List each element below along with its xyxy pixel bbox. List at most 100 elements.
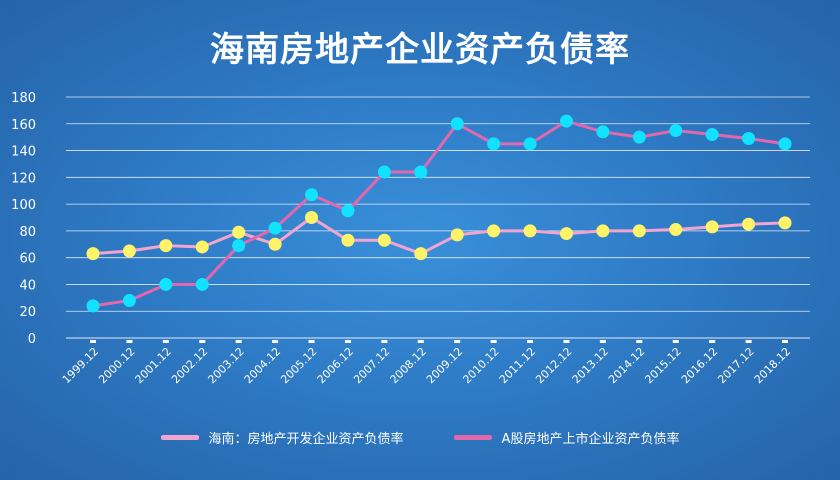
series-markers xyxy=(86,114,792,313)
data-point-hainan xyxy=(742,217,756,231)
legend-swatch-hainan xyxy=(160,435,199,440)
data-point-hainan xyxy=(268,237,282,251)
x-axis-ticks: 1999.122000.122001.122002.122003.122004.… xyxy=(60,340,793,386)
x-tick-label: 2017.12 xyxy=(715,345,756,386)
x-tick-label: 2010.12 xyxy=(460,345,501,386)
x-tick-label: 2013.12 xyxy=(570,345,611,386)
x-tick-label: 2007.12 xyxy=(351,345,392,386)
y-tick-label: 40 xyxy=(19,278,36,293)
x-tick-mark xyxy=(709,340,716,343)
data-point-hainan xyxy=(559,227,573,241)
x-tick-mark xyxy=(745,340,752,343)
x-tick-label: 2012.12 xyxy=(533,345,574,386)
x-tick-mark xyxy=(563,340,570,343)
y-tick-label: 160 xyxy=(11,118,36,133)
x-tick-mark xyxy=(162,340,169,343)
series-lines xyxy=(91,119,787,308)
x-tick-mark xyxy=(126,340,133,343)
x-tick-mark xyxy=(527,340,534,343)
y-tick-label: 20 xyxy=(19,305,36,320)
x-tick-mark xyxy=(272,340,279,343)
x-tick-label: 2001.12 xyxy=(133,345,174,386)
y-axis-ticks: 0 20 40 60 80 100 120 140 160 180 xyxy=(11,91,36,347)
data-point-a-share xyxy=(341,204,355,218)
data-point-hainan xyxy=(596,224,610,238)
data-point-hainan xyxy=(705,220,719,234)
x-tick-mark xyxy=(490,340,497,343)
data-point-hainan xyxy=(377,233,391,247)
x-tick-label: 2004.12 xyxy=(242,345,283,386)
data-point-hainan xyxy=(195,240,209,254)
data-point-hainan xyxy=(159,239,173,253)
data-point-a-share xyxy=(596,125,610,139)
chart-title: 海南房地产企业资产负债率 xyxy=(210,30,630,70)
data-point-a-share xyxy=(632,130,646,144)
data-point-a-share xyxy=(159,277,173,291)
x-tick-mark xyxy=(417,340,424,343)
legend-item-hainan: 海南：房地产开发企业资产负债率 xyxy=(160,428,404,447)
data-point-hainan xyxy=(778,216,792,230)
x-tick-label: 2011.12 xyxy=(497,345,538,386)
legend: 海南：房地产开发企业资产负债率 A股房地产上市企业资产负债率 xyxy=(0,428,840,447)
legend-label-hainan: 海南：房地产开发企业资产负债率 xyxy=(208,432,404,447)
y-tick-label: 0 xyxy=(28,332,36,347)
data-point-hainan xyxy=(305,211,319,224)
x-tick-mark xyxy=(454,340,461,343)
data-point-a-share xyxy=(559,114,573,128)
data-point-a-share xyxy=(705,127,719,141)
series-line-a-share xyxy=(91,119,787,308)
data-point-hainan xyxy=(414,247,428,261)
data-point-hainan xyxy=(86,247,100,261)
data-point-a-share xyxy=(778,137,792,151)
y-tick-label: 80 xyxy=(19,225,36,240)
data-point-a-share xyxy=(450,117,464,131)
data-point-hainan xyxy=(523,224,537,238)
x-tick-label: 2002.12 xyxy=(169,345,210,386)
x-tick-mark xyxy=(599,340,606,343)
data-point-a-share xyxy=(268,221,282,235)
x-tick-mark xyxy=(199,340,206,343)
x-tick-label: 2003.12 xyxy=(205,345,246,386)
y-tick-label: 120 xyxy=(11,171,36,186)
data-point-hainan xyxy=(122,244,136,258)
data-point-a-share xyxy=(305,188,319,202)
x-tick-mark xyxy=(672,340,679,343)
x-tick-label: 2014.12 xyxy=(606,345,647,386)
x-tick-label: 2000.12 xyxy=(96,345,137,386)
y-tick-label: 100 xyxy=(11,198,36,213)
x-tick-label: 2018.12 xyxy=(752,345,793,386)
data-point-a-share xyxy=(742,132,756,146)
x-tick-label: 2008.12 xyxy=(388,345,429,386)
x-tick-label: 2016.12 xyxy=(679,345,720,386)
y-tick-label: 180 xyxy=(11,91,36,106)
data-point-a-share xyxy=(122,294,136,308)
data-point-hainan xyxy=(487,224,501,238)
x-tick-mark xyxy=(344,340,351,343)
x-tick-label: 2015.12 xyxy=(642,345,683,386)
data-point-a-share xyxy=(377,165,391,179)
x-tick-label: 2009.12 xyxy=(424,345,465,386)
y-tick-label: 60 xyxy=(19,252,36,267)
x-tick-mark xyxy=(782,340,788,343)
data-point-hainan xyxy=(669,223,683,237)
data-point-a-share xyxy=(195,277,209,291)
data-point-hainan xyxy=(232,225,246,239)
data-point-a-share xyxy=(487,137,501,151)
legend-swatch-a-share xyxy=(453,435,492,440)
x-tick-mark xyxy=(381,340,388,343)
x-tick-label: 2005.12 xyxy=(278,345,319,386)
data-point-hainan xyxy=(341,233,355,247)
data-point-a-share xyxy=(414,165,428,179)
data-point-hainan xyxy=(632,224,646,238)
data-point-a-share xyxy=(86,299,100,313)
x-tick-label: 2006.12 xyxy=(315,345,356,386)
x-tick-mark xyxy=(636,340,643,343)
x-tick-mark xyxy=(308,340,315,343)
x-tick-mark xyxy=(90,340,96,343)
y-tick-label: 140 xyxy=(11,145,36,160)
legend-item-a-share: A股房地产上市企业资产负债率 xyxy=(453,428,680,447)
x-tick-label: 1999.12 xyxy=(60,345,101,386)
legend-label-a-share: A股房地产上市企业资产负债率 xyxy=(501,432,680,447)
